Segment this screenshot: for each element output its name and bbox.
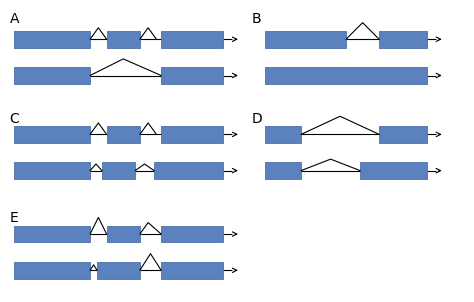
Text: C: C (9, 112, 19, 126)
Bar (102, 162, 135, 179)
Bar (14, 31, 90, 47)
Bar (14, 67, 90, 84)
Bar (14, 262, 90, 278)
Bar (107, 31, 140, 47)
Bar (97, 262, 140, 278)
Bar (161, 31, 223, 47)
Bar (379, 31, 427, 47)
Bar (161, 262, 223, 278)
Bar (360, 162, 427, 179)
Bar (161, 67, 223, 84)
Text: D: D (251, 112, 262, 126)
Bar (107, 226, 140, 242)
Bar (107, 126, 140, 143)
Bar (154, 162, 223, 179)
Bar (161, 126, 223, 143)
Bar (379, 126, 427, 143)
Bar (14, 226, 90, 242)
Bar (14, 162, 90, 179)
Bar (265, 31, 346, 47)
Bar (265, 67, 427, 84)
Text: B: B (251, 12, 261, 26)
Bar (14, 126, 90, 143)
Bar (161, 226, 223, 242)
Bar (265, 162, 301, 179)
Text: E: E (9, 211, 18, 225)
Bar (265, 126, 301, 143)
Text: A: A (9, 12, 19, 26)
